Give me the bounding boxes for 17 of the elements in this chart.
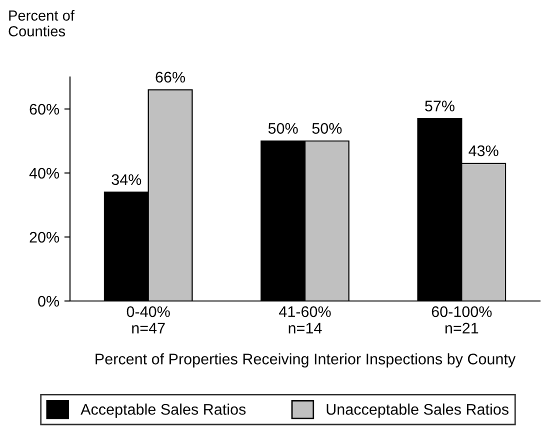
y-axis-title: Percent of Counties (8, 10, 74, 36)
y-tick-label: 20% (30, 232, 60, 243)
data-label: 57% (425, 100, 454, 112)
data-label: 66% (156, 72, 186, 83)
x-tick-label: 41-60% n=14 (279, 306, 331, 334)
x-axis-title: Percent of Properties Receiving Interior Inspections by County (96, 353, 516, 368)
y-tick-label: 60% (30, 104, 60, 115)
y-tick-label: 40% (29, 168, 60, 179)
data-label: 43% (468, 145, 498, 156)
x-tick-label: 0-40% n=47 (126, 306, 170, 334)
legend-label: Acceptable Sales Ratios (80, 404, 246, 418)
x-tick-label: 60-100% n=21 (432, 306, 492, 334)
legend-label: Unacceptable Sales Ratios (326, 404, 508, 418)
data-label: 34% (112, 174, 142, 186)
y-tick-label: 0% (38, 296, 60, 307)
data-label: 50% (268, 122, 298, 134)
data-label: 50% (312, 122, 342, 134)
